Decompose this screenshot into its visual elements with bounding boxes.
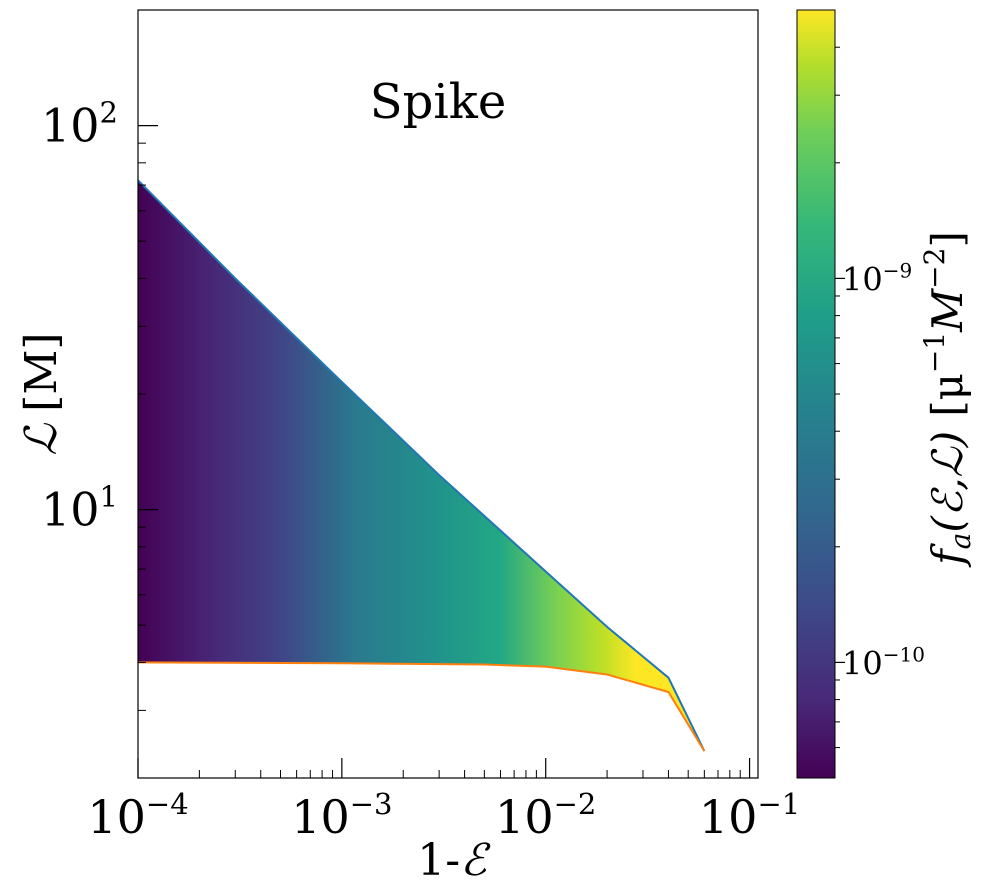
y-axis-ticks: 101 102 xyxy=(41,96,158,711)
x-tick-label: 10−3 xyxy=(291,787,392,844)
colorbar-label-close: ] xyxy=(923,231,972,247)
colorbar xyxy=(796,9,836,779)
colorbar-label-exp2: −2 xyxy=(918,248,951,289)
x-tick-label: 10−2 xyxy=(495,787,596,844)
y-tick-label: 102 xyxy=(41,96,118,153)
colorbar-label-exp1: −1 xyxy=(918,332,951,373)
x-axis-label-symbol: ℰ xyxy=(460,835,491,886)
colorbar-tick-label: 10−10 xyxy=(842,642,925,682)
colorbar-label-mid: M xyxy=(923,288,972,333)
y-tick-label: 101 xyxy=(41,480,118,537)
colorbar-tick-label: 10−9 xyxy=(842,258,912,298)
x-tick-label: 10−1 xyxy=(699,787,800,844)
colorbar-label: fa(ℰ,ℒ)[μ−1M−2] xyxy=(918,231,977,568)
x-axis-ticks: 10−4 10−3 10−2 10−1 xyxy=(87,758,800,844)
y-axis-label: ℒ [M] xyxy=(16,332,67,455)
x-axis-label-prefix: 1- xyxy=(417,835,460,886)
spike-annotation: Spike xyxy=(370,74,506,130)
colorbar-label-sub: a xyxy=(944,533,977,550)
upper-boundary-curve xyxy=(138,179,706,752)
colorbar-ticks: 10−10 10−9 xyxy=(835,46,925,749)
x-axis-label: 1-ℰ xyxy=(417,835,491,886)
x-tick-label: 10−4 xyxy=(87,787,188,844)
y-axis-label-unit: [M] xyxy=(16,332,67,411)
plot-area xyxy=(138,179,706,752)
lower-boundary-curve xyxy=(138,661,706,752)
colorbar-label-args: (ℰ,ℒ) xyxy=(923,431,972,533)
colorbar-label-unit: [μ xyxy=(923,373,972,417)
density-region xyxy=(138,180,705,752)
y-axis-label-symbol: ℒ xyxy=(16,423,67,456)
